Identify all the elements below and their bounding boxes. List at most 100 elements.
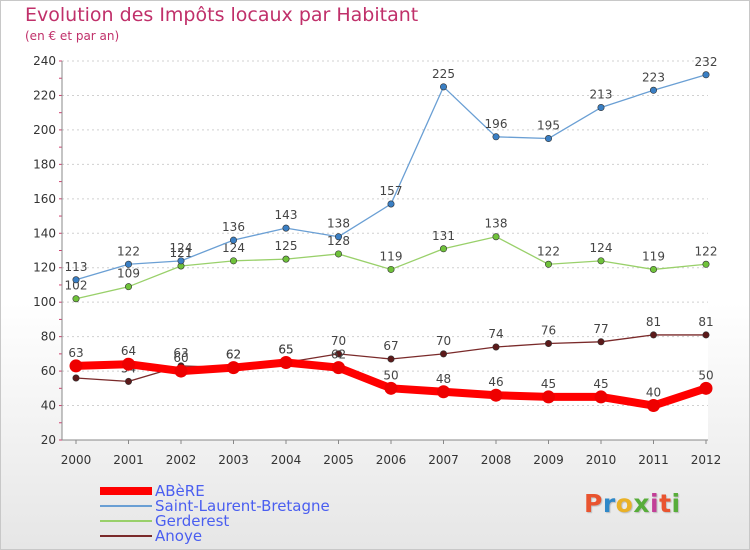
data-label: 50 xyxy=(383,368,398,382)
y-tick-label: 200 xyxy=(33,123,56,137)
data-point xyxy=(702,71,710,79)
data-point xyxy=(649,86,657,94)
data-label: 74 xyxy=(488,327,503,341)
data-label: 81 xyxy=(646,315,661,329)
x-tick-label: 2009 xyxy=(533,453,564,467)
data-point xyxy=(177,257,185,265)
data-label: 70 xyxy=(436,334,451,348)
data-label: 77 xyxy=(593,322,608,336)
data-label: 62 xyxy=(331,348,346,362)
data-point xyxy=(544,340,552,348)
data-point xyxy=(542,390,555,404)
y-tick-label: 120 xyxy=(33,261,56,275)
data-point xyxy=(72,295,80,303)
x-tick-label: 2007 xyxy=(428,453,459,467)
data-label: 45 xyxy=(541,377,556,391)
logo-letter: P xyxy=(584,489,603,518)
data-label: 109 xyxy=(117,267,140,281)
x-tick-label: 2010 xyxy=(586,453,617,467)
data-point xyxy=(597,104,605,112)
data-label: 119 xyxy=(380,249,403,263)
data-point xyxy=(72,374,80,382)
data-label: 122 xyxy=(695,244,718,258)
y-tick-label: 140 xyxy=(33,226,56,240)
data-point xyxy=(597,338,605,346)
data-point xyxy=(649,265,657,273)
data-point xyxy=(544,135,552,143)
logo-letter: i xyxy=(671,489,681,518)
x-tick-label: 2012 xyxy=(691,453,722,467)
data-label: 50 xyxy=(698,368,713,382)
data-point xyxy=(69,359,83,373)
data-point xyxy=(72,276,80,284)
data-label: 64 xyxy=(121,344,136,358)
data-label: 131 xyxy=(432,229,455,243)
data-point xyxy=(437,385,450,399)
x-tick-label: 2000 xyxy=(61,453,92,467)
data-label: 62 xyxy=(226,348,241,362)
data-label: 157 xyxy=(380,184,403,198)
data-label: 225 xyxy=(432,67,455,81)
data-label: 45 xyxy=(593,377,608,391)
x-tick-label: 2005 xyxy=(323,453,354,467)
data-point xyxy=(702,331,710,339)
legend-swatch xyxy=(100,520,152,522)
data-point xyxy=(597,257,605,265)
data-label: 122 xyxy=(537,244,560,258)
data-point xyxy=(279,355,293,369)
data-label: 65 xyxy=(278,342,293,356)
logo-letter: x xyxy=(633,489,650,518)
data-point xyxy=(492,133,500,141)
data-point xyxy=(282,224,290,232)
data-label: 81 xyxy=(698,315,713,329)
legend-swatch xyxy=(100,487,152,495)
proxiti-logo: Proxiti xyxy=(584,489,681,518)
y-tick-label: 160 xyxy=(33,192,56,206)
data-point xyxy=(492,343,500,351)
y-tick-label: 20 xyxy=(41,433,56,447)
data-point xyxy=(649,331,657,339)
data-label: 143 xyxy=(275,208,298,222)
data-point xyxy=(544,260,552,268)
data-label: 48 xyxy=(436,372,451,386)
data-point xyxy=(594,390,608,404)
data-label: 138 xyxy=(485,217,508,231)
data-label: 124 xyxy=(170,241,193,255)
data-point xyxy=(387,265,395,273)
logo-letter: o xyxy=(615,489,634,518)
chart-subtitle: (en € et par an) xyxy=(25,29,120,43)
logo-letter: i xyxy=(650,489,660,518)
data-point xyxy=(227,361,240,375)
data-label: 213 xyxy=(590,88,613,102)
data-point xyxy=(125,377,133,385)
x-tick-label: 2001 xyxy=(113,453,144,467)
data-label: 76 xyxy=(541,324,556,338)
data-label: 119 xyxy=(642,249,665,263)
legend-label: ABèRE xyxy=(155,482,205,500)
data-point xyxy=(332,361,345,375)
data-point xyxy=(439,350,447,358)
legend-label: Gerderest xyxy=(155,512,230,530)
data-point xyxy=(230,236,238,244)
data-label: 125 xyxy=(275,239,298,253)
legend-label: Saint-Laurent-Bretagne xyxy=(155,497,330,515)
data-point xyxy=(125,283,133,291)
legend-label: Anoye xyxy=(155,527,203,545)
logo-letter: t xyxy=(659,489,672,518)
data-point xyxy=(125,260,133,268)
legend-swatch xyxy=(100,535,152,537)
y-tick-label: 180 xyxy=(33,157,56,171)
y-tick-label: 40 xyxy=(41,399,56,413)
data-point xyxy=(439,245,447,253)
data-point xyxy=(387,200,395,208)
x-tick-label: 2006 xyxy=(376,453,407,467)
y-tick-label: 80 xyxy=(41,330,56,344)
y-tick-label: 240 xyxy=(33,54,56,68)
y-tick-label: 60 xyxy=(41,364,56,378)
data-label: 40 xyxy=(646,386,661,400)
data-label: 128 xyxy=(327,234,350,248)
data-point xyxy=(334,350,342,358)
data-label: 67 xyxy=(383,339,398,353)
x-tick-label: 2002 xyxy=(166,453,197,467)
